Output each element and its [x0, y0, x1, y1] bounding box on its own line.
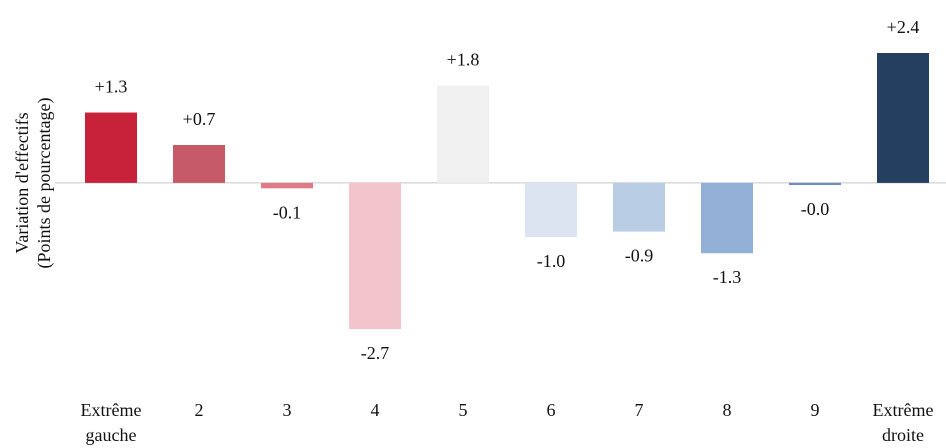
- x-tick-label: 3: [282, 400, 292, 420]
- value-label: -0.0: [801, 199, 830, 219]
- bar: [261, 182, 313, 189]
- bar: [85, 112, 137, 183]
- bar: [789, 182, 841, 186]
- bar: [877, 53, 929, 183]
- x-tick-label: 8: [722, 400, 732, 420]
- bar: [173, 145, 225, 183]
- x-tick-label: 9: [810, 400, 820, 420]
- value-label: -1.0: [537, 251, 566, 271]
- x-tick-label: Extrême droite: [872, 400, 934, 445]
- value-label: +1.3: [95, 77, 128, 97]
- value-label: -2.7: [361, 343, 390, 363]
- value-label: +0.7: [183, 109, 216, 129]
- x-tick-label: 7: [634, 400, 644, 420]
- value-label: +1.8: [447, 49, 480, 69]
- bar: [437, 85, 489, 183]
- y-axis-label: (Points de pourcentage): [34, 98, 55, 269]
- x-tick-label: 6: [546, 400, 556, 420]
- value-label: -0.9: [625, 246, 654, 266]
- x-tick-label: Extrême gauche: [80, 400, 142, 445]
- bar: [349, 182, 401, 329]
- x-tick-label: 5: [458, 400, 468, 420]
- value-label: -1.3: [713, 267, 742, 287]
- x-tick-label: 4: [370, 400, 380, 420]
- bar: [525, 182, 577, 237]
- value-label: +2.4: [887, 17, 920, 37]
- bar: [613, 182, 665, 232]
- x-tick-label: 2: [194, 400, 204, 420]
- bar: [701, 182, 753, 254]
- y-axis-label: Variation d'effectifs: [12, 112, 32, 253]
- value-label: -0.1: [273, 202, 302, 222]
